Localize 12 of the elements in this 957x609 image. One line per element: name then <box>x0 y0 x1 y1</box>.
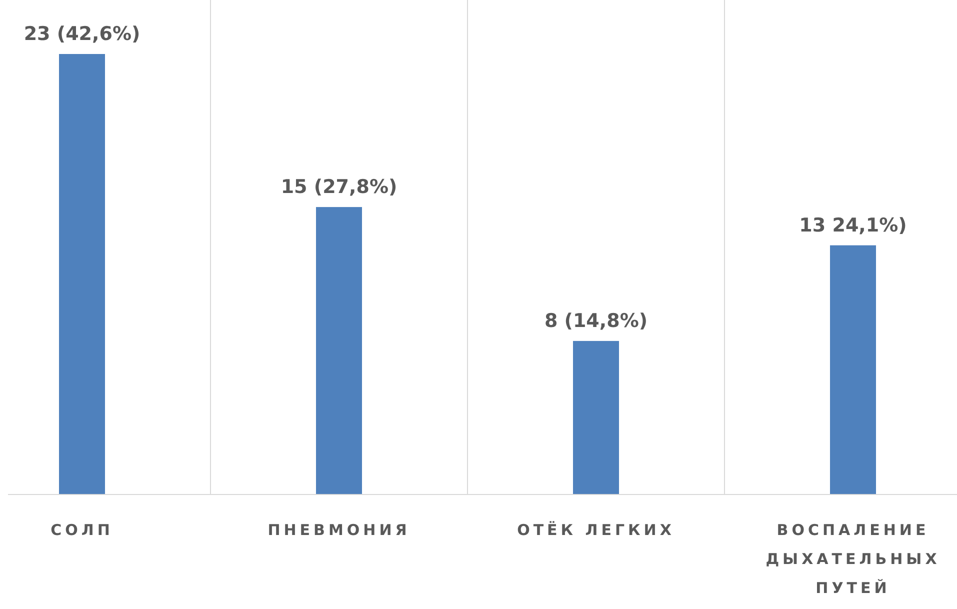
data-label: 8 (14,8%) <box>544 310 648 332</box>
x-tick-label: ПНЕВМОНИЯ <box>268 521 410 539</box>
bar <box>573 340 619 494</box>
bar <box>59 54 105 494</box>
x-tick-label: ВОСПАЛЕНИЕ ДЫХАТЕЛЬНЫХ ПУТЕЙ <box>766 521 940 597</box>
bar <box>830 245 876 494</box>
data-label: 23 (42,6%) <box>24 23 140 45</box>
x-tick-label: ОТЁК ЛЕГКИХ <box>517 521 675 539</box>
data-label: 15 (27,8%) <box>280 176 398 198</box>
x-tick-label: СОЛП <box>50 521 114 539</box>
data-label: 13 24,1%) <box>799 214 907 236</box>
bar <box>316 207 362 494</box>
